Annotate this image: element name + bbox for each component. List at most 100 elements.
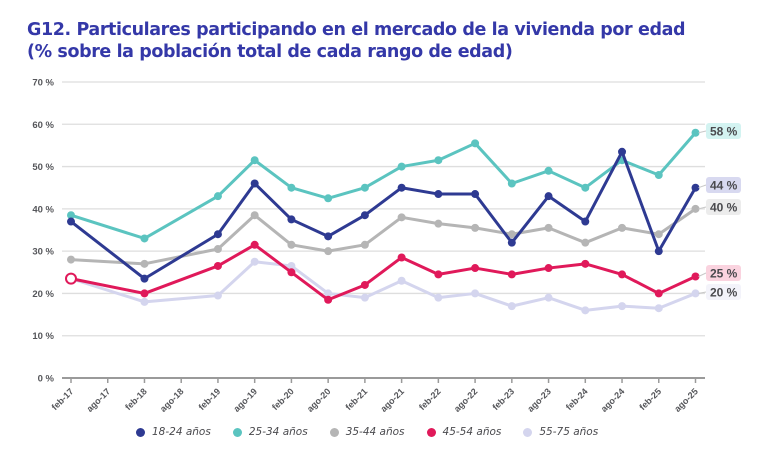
x-tick-label: ago-20 <box>305 386 333 414</box>
legend-item: 18-24 años <box>136 426 211 438</box>
data-point <box>140 274 149 283</box>
data-point <box>507 302 516 311</box>
chart-title: G12. Particulares participando en el mer… <box>27 20 686 40</box>
data-point <box>471 264 480 273</box>
data-point <box>65 272 77 285</box>
series-45-54-a-os <box>65 240 700 304</box>
data-point <box>581 306 590 315</box>
x-tick-label: ago-18 <box>158 386 186 414</box>
data-point <box>213 245 222 254</box>
data-point <box>67 255 75 264</box>
y-tick-label: 60 % <box>32 120 54 131</box>
y-tick-label: 10 % <box>32 331 54 342</box>
data-point <box>581 217 590 226</box>
data-point <box>691 128 700 137</box>
data-point <box>287 215 296 224</box>
y-tick-label: 50 % <box>32 162 54 173</box>
series-line <box>69 131 697 240</box>
y-tick-label: 30 % <box>32 247 54 258</box>
legend-label: 45-54 años <box>442 426 502 438</box>
end-label-badge <box>706 177 741 193</box>
chart-subtitle: (% sobre la población total de cada rang… <box>27 42 513 62</box>
x-tick-label: ago-19 <box>232 386 260 414</box>
data-point <box>287 240 296 249</box>
data-point <box>250 257 259 266</box>
data-point <box>691 289 700 298</box>
data-point <box>360 293 369 302</box>
data-point <box>140 259 149 268</box>
y-tick-label: 20 % <box>32 289 54 300</box>
data-point <box>397 213 406 222</box>
x-tick-label: feb-18 <box>123 386 149 412</box>
data-point <box>213 291 222 300</box>
x-tick-label: feb-21 <box>343 386 369 412</box>
data-point <box>360 183 369 192</box>
data-point <box>360 211 369 220</box>
data-point <box>140 297 149 306</box>
data-point <box>360 280 369 289</box>
end-label-connector <box>698 130 707 134</box>
series-25-34-a-os <box>67 128 700 243</box>
data-point <box>507 270 516 279</box>
data-point <box>250 179 259 188</box>
data-point <box>581 238 590 247</box>
end-label-connector <box>698 272 707 277</box>
end-label-connector <box>698 206 707 210</box>
x-tick-label: ago-23 <box>525 386 553 414</box>
data-point <box>691 272 700 281</box>
data-point <box>287 261 296 270</box>
data-point <box>397 183 406 192</box>
data-point <box>324 295 333 304</box>
y-axis: 0 % 10 % 20 % 30 % 40 % 50 % 60 % 70 % <box>32 78 54 385</box>
data-point <box>544 293 553 302</box>
data-point <box>287 268 296 277</box>
gridlines <box>62 81 705 337</box>
legend-dot-icon <box>232 427 242 437</box>
x-tick-label: feb-22 <box>417 386 443 412</box>
end-label-badge <box>706 265 741 281</box>
x-tick-label: ago-24 <box>599 386 627 414</box>
data-point <box>544 223 553 232</box>
x-tick-label: feb-23 <box>490 386 516 412</box>
end-label-connector <box>698 184 707 189</box>
end-label-badge <box>706 123 741 139</box>
data-point <box>250 156 259 165</box>
data-point <box>434 190 443 199</box>
data-point <box>618 147 627 156</box>
data-point <box>434 293 443 302</box>
data-point <box>67 211 75 220</box>
end-label: 25 % <box>710 267 738 281</box>
data-point <box>397 276 406 285</box>
data-point <box>324 232 333 241</box>
end-label: 40 % <box>710 201 738 215</box>
data-point <box>618 223 627 232</box>
legend-item: 55-75 años <box>523 426 598 438</box>
data-point <box>434 156 443 165</box>
data-point <box>581 259 590 268</box>
legend-dot-icon <box>523 427 533 437</box>
x-tick-label: ago-25 <box>672 386 700 414</box>
legend-dot-icon <box>136 427 145 437</box>
legend-label: 55-75 años <box>539 426 599 438</box>
data-point <box>250 240 259 249</box>
data-point <box>67 217 75 226</box>
legend-dot-icon <box>426 427 436 437</box>
data-point <box>581 183 590 192</box>
data-point <box>213 192 222 201</box>
data-point <box>250 211 259 220</box>
data-point <box>544 264 553 273</box>
data-point <box>654 171 663 180</box>
data-point <box>507 238 516 247</box>
series-line <box>69 150 697 281</box>
x-tick-label: ago-17 <box>85 386 113 414</box>
data-point <box>324 194 333 203</box>
series-line <box>69 243 697 302</box>
legend: 18-24 años 25-34 años 35-44 años 45-54 años… <box>136 426 598 438</box>
x-tick-label: feb-19 <box>197 386 223 412</box>
series-line <box>69 260 697 312</box>
data-point <box>471 139 480 148</box>
series-line <box>69 207 697 266</box>
legend-item: 35-44 años <box>329 426 405 438</box>
data-point <box>471 289 480 298</box>
